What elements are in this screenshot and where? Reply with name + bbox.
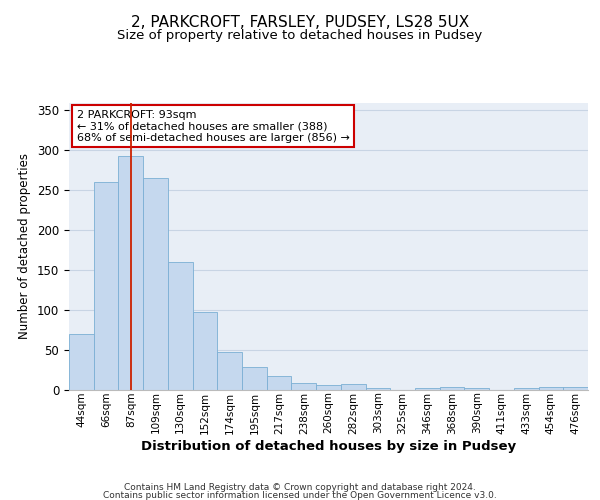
- Bar: [267, 376, 292, 390]
- Y-axis label: Number of detached properties: Number of detached properties: [19, 153, 31, 340]
- Bar: [193, 312, 217, 390]
- Bar: [365, 388, 390, 390]
- Bar: [69, 334, 94, 390]
- Bar: [168, 262, 193, 390]
- Bar: [563, 387, 588, 390]
- X-axis label: Distribution of detached houses by size in Pudsey: Distribution of detached houses by size …: [141, 440, 516, 454]
- Bar: [94, 182, 118, 390]
- Bar: [118, 156, 143, 390]
- Text: Size of property relative to detached houses in Pudsey: Size of property relative to detached ho…: [118, 28, 482, 42]
- Bar: [316, 385, 341, 390]
- Text: 2 PARKCROFT: 93sqm
← 31% of detached houses are smaller (388)
68% of semi-detach: 2 PARKCROFT: 93sqm ← 31% of detached hou…: [77, 110, 350, 143]
- Text: 2, PARKCROFT, FARSLEY, PUDSEY, LS28 5UX: 2, PARKCROFT, FARSLEY, PUDSEY, LS28 5UX: [131, 15, 469, 30]
- Bar: [464, 388, 489, 390]
- Bar: [539, 387, 563, 390]
- Text: Contains HM Land Registry data © Crown copyright and database right 2024.: Contains HM Land Registry data © Crown c…: [124, 483, 476, 492]
- Bar: [514, 388, 539, 390]
- Bar: [292, 383, 316, 390]
- Bar: [341, 384, 365, 390]
- Bar: [415, 388, 440, 390]
- Bar: [242, 367, 267, 390]
- Bar: [217, 352, 242, 390]
- Text: Contains public sector information licensed under the Open Government Licence v3: Contains public sector information licen…: [103, 492, 497, 500]
- Bar: [440, 387, 464, 390]
- Bar: [143, 178, 168, 390]
